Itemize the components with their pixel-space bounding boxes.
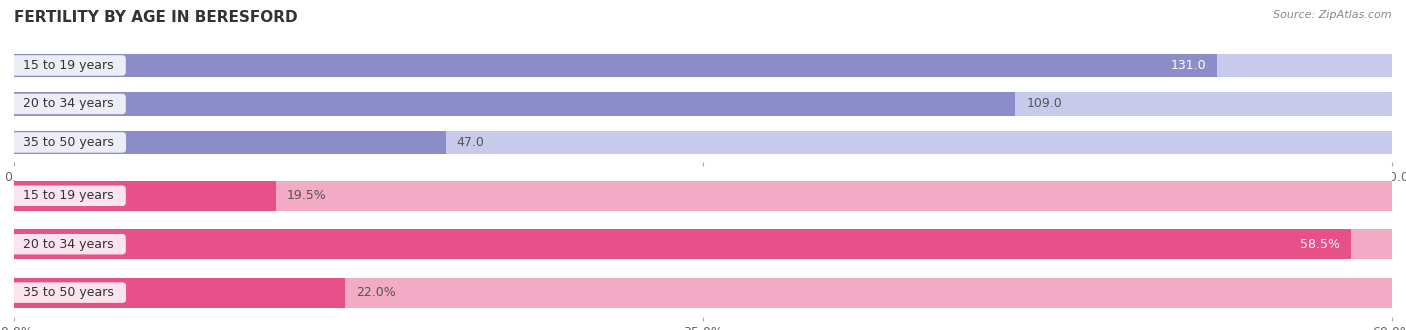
- Bar: [14, 229, 1351, 259]
- Bar: [14, 278, 344, 308]
- Bar: [14, 53, 1218, 77]
- Text: 19.5%: 19.5%: [287, 189, 326, 202]
- Ellipse shape: [11, 278, 17, 308]
- Ellipse shape: [13, 130, 15, 154]
- Text: 15 to 19 years: 15 to 19 years: [15, 59, 122, 72]
- Bar: [14, 278, 1392, 308]
- Text: 58.5%: 58.5%: [1299, 238, 1340, 251]
- Ellipse shape: [11, 181, 17, 211]
- Bar: [14, 92, 1392, 116]
- Text: 47.0: 47.0: [457, 136, 485, 149]
- Ellipse shape: [11, 229, 17, 259]
- Ellipse shape: [13, 92, 15, 116]
- Text: 20 to 34 years: 20 to 34 years: [15, 238, 122, 251]
- Text: 22.0%: 22.0%: [356, 286, 395, 299]
- Text: 109.0: 109.0: [1026, 97, 1062, 111]
- Text: 35 to 50 years: 35 to 50 years: [15, 286, 122, 299]
- Text: 35 to 50 years: 35 to 50 years: [15, 136, 122, 149]
- Text: 131.0: 131.0: [1171, 59, 1206, 72]
- Bar: [14, 130, 1392, 154]
- Bar: [14, 229, 1392, 259]
- Bar: [14, 181, 276, 211]
- Ellipse shape: [13, 92, 15, 116]
- Bar: [14, 92, 1015, 116]
- Text: FERTILITY BY AGE IN BERESFORD: FERTILITY BY AGE IN BERESFORD: [14, 10, 298, 25]
- Ellipse shape: [13, 130, 15, 154]
- Ellipse shape: [13, 53, 15, 77]
- Bar: [14, 181, 1392, 211]
- Ellipse shape: [11, 278, 17, 308]
- Text: Source: ZipAtlas.com: Source: ZipAtlas.com: [1274, 10, 1392, 20]
- Bar: [14, 130, 446, 154]
- Text: 20 to 34 years: 20 to 34 years: [15, 97, 122, 111]
- Bar: [14, 53, 1392, 77]
- Ellipse shape: [13, 53, 15, 77]
- Text: 15 to 19 years: 15 to 19 years: [15, 189, 122, 202]
- Ellipse shape: [11, 181, 17, 211]
- Ellipse shape: [11, 229, 17, 259]
